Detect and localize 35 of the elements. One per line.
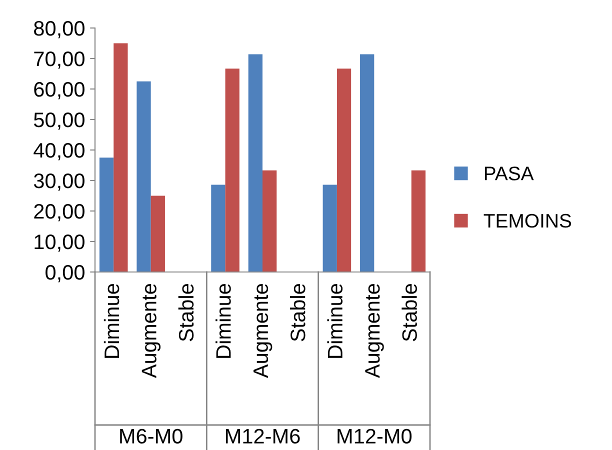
x-tick-label: Stable <box>290 284 306 342</box>
text: M12-M0 <box>338 428 412 444</box>
x-tick-label: Diminue <box>327 284 343 358</box>
x-tick-label: Stable <box>178 284 194 342</box>
legend-label: PASA <box>484 166 534 180</box>
bar <box>322 184 337 272</box>
y-tick-label: 20,00 <box>34 204 84 222</box>
text: M12-M6 <box>226 428 300 444</box>
x-tick-label: Stable <box>402 284 417 342</box>
bar <box>262 170 277 272</box>
bar <box>411 170 426 272</box>
y-tick-label: 50,00 <box>34 112 84 130</box>
x-tick-label: Augmente <box>142 284 161 378</box>
x-tick-label: Augmente <box>365 284 384 378</box>
bar <box>211 184 226 272</box>
x-tick-label: Diminue <box>104 284 120 358</box>
bar <box>248 54 262 272</box>
y-tick-label: 80,00 <box>34 21 84 38</box>
x-tick-label: Augmente <box>254 284 272 378</box>
y-tick-label: 10,00 <box>34 234 84 252</box>
bar <box>99 158 114 272</box>
bar <box>225 68 240 272</box>
y-tick-label: 70,00 <box>34 52 84 69</box>
x-tick-label: Diminue <box>216 284 231 358</box>
legend-label: TEMOINS <box>484 214 572 228</box>
bar <box>114 43 128 272</box>
y-tick-label: 60,00 <box>34 82 84 100</box>
bar <box>136 81 151 272</box>
y-tick-label: 40,00 <box>34 143 84 160</box>
y-tick-label: 0,00 <box>46 265 84 282</box>
bar <box>360 54 374 272</box>
text: M6-M0 <box>120 428 182 444</box>
y-tick-label: 30,00 <box>34 174 84 191</box>
bar <box>150 196 165 272</box>
bar <box>336 68 352 272</box>
